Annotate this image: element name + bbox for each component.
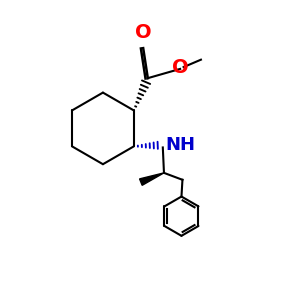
Text: NH: NH <box>166 136 196 154</box>
Text: O: O <box>135 23 152 42</box>
Text: O: O <box>172 58 188 77</box>
Polygon shape <box>140 173 164 185</box>
